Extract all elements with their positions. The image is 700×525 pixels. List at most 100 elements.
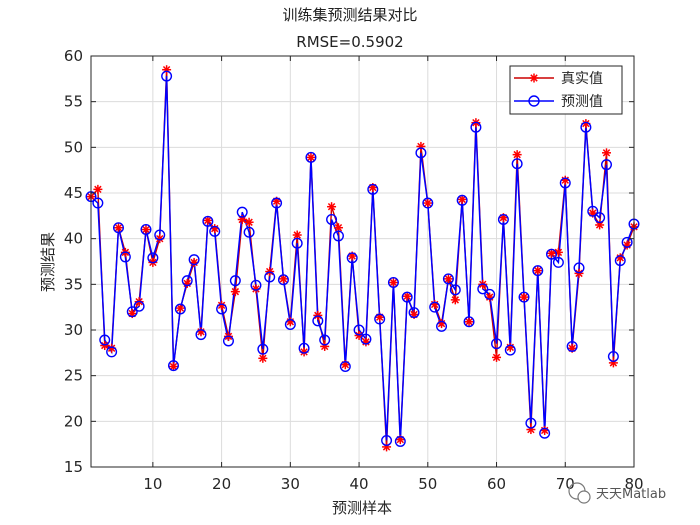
axes-box bbox=[90, 55, 635, 468]
asterisk-stroke bbox=[547, 249, 556, 257]
predicted-value-point bbox=[525, 417, 537, 429]
predicted-value-point bbox=[374, 313, 386, 325]
predicted-value-point bbox=[546, 248, 558, 260]
true-value-point bbox=[210, 224, 220, 234]
predicted-value-point bbox=[326, 213, 338, 225]
plot-area bbox=[91, 56, 634, 467]
predicted-value-point bbox=[332, 230, 344, 242]
asterisk-stroke bbox=[156, 234, 164, 243]
predicted-value-point bbox=[442, 273, 454, 285]
predicted-value-point bbox=[161, 70, 173, 82]
true-value-point bbox=[93, 184, 103, 194]
predicted-value-point bbox=[587, 205, 599, 217]
predicted-value-point bbox=[532, 265, 544, 277]
true-value-point bbox=[615, 253, 625, 263]
predicted-value-point bbox=[360, 333, 372, 345]
asterisk-stroke bbox=[327, 202, 336, 211]
predicted-value-point bbox=[477, 283, 489, 295]
predicted-value-point bbox=[614, 255, 626, 267]
true-value-point bbox=[464, 317, 474, 327]
y-tick-label: 50 bbox=[64, 138, 83, 156]
predicted-value-point bbox=[408, 307, 420, 319]
predicted-value-point bbox=[339, 361, 351, 373]
y-tick-label: 15 bbox=[64, 458, 83, 476]
predicted-value-point bbox=[319, 334, 331, 346]
y-tick-label: 20 bbox=[64, 412, 83, 430]
true-value-point bbox=[492, 352, 502, 362]
legend: 真实值 预测值 bbox=[509, 65, 623, 115]
asterisk-stroke bbox=[465, 318, 473, 326]
watermark-text: 天天Matlab bbox=[596, 487, 666, 502]
predicted-value-point bbox=[277, 274, 289, 286]
x-tick-label: 50 bbox=[418, 475, 437, 493]
predicted-value-point bbox=[381, 435, 393, 447]
predicted-value-point bbox=[188, 254, 200, 266]
true-value-point bbox=[278, 274, 288, 284]
predicted-value-point bbox=[470, 121, 482, 133]
y-tick-label: 35 bbox=[64, 275, 83, 293]
true-value-point bbox=[450, 295, 460, 305]
predicted-value-point bbox=[607, 350, 619, 362]
asterisk-stroke bbox=[300, 348, 308, 356]
predicted-value-point bbox=[491, 338, 503, 350]
legend-box bbox=[509, 65, 623, 115]
true-value-point bbox=[306, 152, 316, 162]
y-tick-label: 45 bbox=[64, 184, 83, 202]
true-value-point bbox=[168, 362, 178, 372]
series-layer bbox=[85, 65, 640, 452]
predicted-value-point bbox=[511, 158, 523, 170]
axis-ticks: 10 20 30 40 50 60 70 80 15 20 25 30 35 40 45 50 55 60 bbox=[64, 47, 644, 493]
asterisk-stroke bbox=[492, 353, 501, 362]
asterisk-stroke bbox=[424, 199, 432, 207]
predicted-value-point bbox=[449, 284, 461, 296]
predicted-value-point bbox=[305, 151, 317, 163]
predicted-value-point bbox=[112, 222, 124, 234]
predicted-value-point bbox=[367, 183, 379, 195]
asterisk-stroke bbox=[595, 221, 604, 229]
x-tick-label: 30 bbox=[281, 475, 300, 493]
predicted-value-point bbox=[126, 306, 138, 318]
predicted-value-point bbox=[202, 215, 214, 227]
asterisk-stroke bbox=[279, 275, 288, 283]
predicted-value-point bbox=[92, 197, 104, 209]
true-value-point bbox=[327, 202, 337, 212]
predicted-value-point bbox=[106, 346, 118, 358]
asterisk-stroke bbox=[114, 223, 123, 232]
x-tick-label: 20 bbox=[212, 475, 231, 493]
predicted-value-point bbox=[415, 147, 427, 159]
predicted-value-point bbox=[497, 213, 509, 225]
predicted-value-point bbox=[195, 329, 207, 341]
asterisk-stroke bbox=[513, 150, 521, 159]
y-tick-label: 55 bbox=[64, 93, 83, 111]
asterisk-stroke bbox=[176, 304, 185, 312]
true-value-point bbox=[519, 292, 529, 302]
asterisk-stroke bbox=[293, 231, 301, 239]
predicted-value-point bbox=[429, 301, 441, 313]
true-value-point bbox=[602, 148, 612, 158]
y-tick-label: 40 bbox=[64, 230, 83, 248]
predicted-value-point bbox=[621, 236, 633, 248]
predicted-value-point bbox=[594, 212, 606, 224]
predicted-value-point bbox=[229, 275, 241, 287]
legend-label-true: 真实值 bbox=[561, 71, 603, 87]
asterisk-stroke bbox=[334, 223, 343, 232]
predicted-value-point bbox=[236, 206, 248, 218]
true-value-point bbox=[402, 291, 412, 301]
asterisk-stroke bbox=[217, 301, 226, 310]
asterisk-stroke bbox=[259, 354, 267, 363]
predicted-value-point bbox=[291, 237, 303, 249]
asterisk-stroke bbox=[403, 292, 411, 300]
legend-marker-circle bbox=[528, 95, 540, 107]
true-value-point bbox=[533, 266, 543, 276]
predicted-value-point bbox=[174, 303, 186, 315]
predicted-value-point bbox=[573, 262, 585, 274]
predicted-value-point bbox=[209, 225, 221, 237]
predicted-value-point bbox=[580, 121, 592, 133]
predicted-value-point bbox=[463, 316, 475, 328]
predicted-value-point bbox=[312, 315, 324, 327]
predicted-value-point bbox=[401, 291, 413, 303]
legend-marker-asterisk bbox=[529, 73, 539, 83]
predicted-value-point bbox=[250, 279, 262, 291]
predicted-value-point bbox=[167, 360, 179, 372]
x-tick-label: 40 bbox=[350, 475, 369, 493]
